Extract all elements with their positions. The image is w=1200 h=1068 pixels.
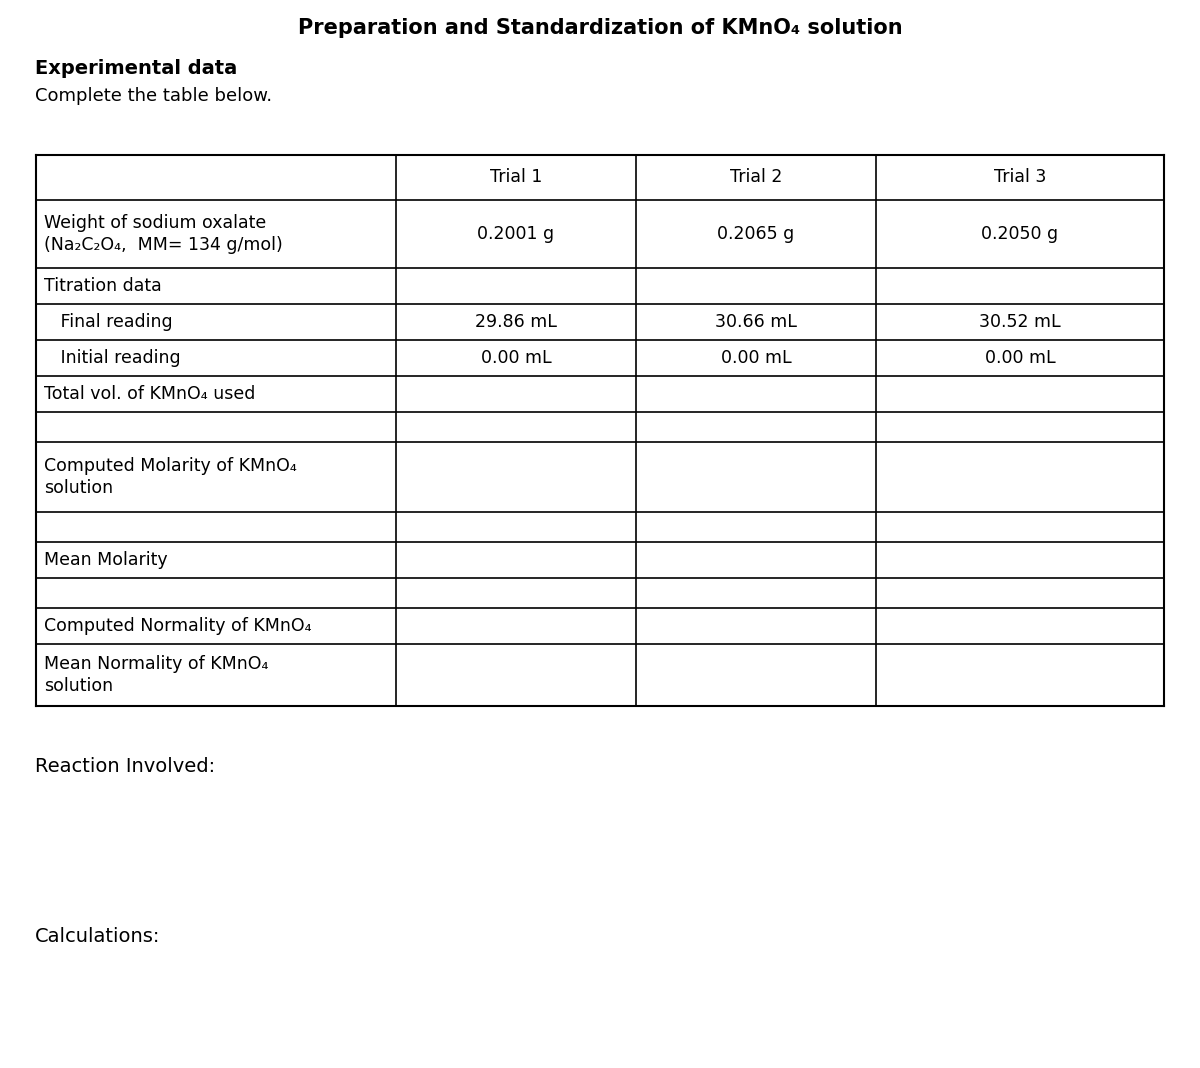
Text: Reaction Involved:: Reaction Involved:: [35, 756, 215, 775]
Text: 30.66 mL: 30.66 mL: [715, 313, 797, 331]
Text: 0.2001 g: 0.2001 g: [478, 225, 554, 244]
Text: Titration data: Titration data: [44, 277, 162, 295]
Text: Total vol. of KMnO₄ used: Total vol. of KMnO₄ used: [44, 384, 256, 403]
Text: Mean Molarity: Mean Molarity: [44, 551, 168, 569]
Text: 0.00 mL: 0.00 mL: [481, 349, 551, 367]
Text: 0.2065 g: 0.2065 g: [718, 225, 794, 244]
Text: Calculations:: Calculations:: [35, 927, 161, 945]
Text: Trial 2: Trial 2: [730, 169, 782, 187]
Text: Trial 3: Trial 3: [994, 169, 1046, 187]
Text: 0.00 mL: 0.00 mL: [985, 349, 1055, 367]
Text: Trial 1: Trial 1: [490, 169, 542, 187]
Text: Experimental data: Experimental data: [35, 59, 238, 78]
Text: Final reading: Final reading: [44, 313, 173, 331]
Text: 29.86 mL: 29.86 mL: [475, 313, 557, 331]
Text: Complete the table below.: Complete the table below.: [35, 87, 272, 105]
Text: 0.2050 g: 0.2050 g: [982, 225, 1058, 244]
Text: Weight of sodium oxalate
(Na₂C₂O₄,  MM= 134 g/mol): Weight of sodium oxalate (Na₂C₂O₄, MM= 1…: [44, 214, 283, 254]
Text: Computed Normality of KMnO₄: Computed Normality of KMnO₄: [44, 617, 312, 635]
Text: Computed Molarity of KMnO₄
solution: Computed Molarity of KMnO₄ solution: [44, 456, 296, 498]
Text: 30.52 mL: 30.52 mL: [979, 313, 1061, 331]
Text: 0.00 mL: 0.00 mL: [721, 349, 791, 367]
Text: Mean Normality of KMnO₄
solution: Mean Normality of KMnO₄ solution: [44, 655, 269, 695]
Text: Preparation and Standardization of KMnO₄ solution: Preparation and Standardization of KMnO₄…: [298, 18, 902, 38]
Text: Initial reading: Initial reading: [44, 349, 181, 367]
